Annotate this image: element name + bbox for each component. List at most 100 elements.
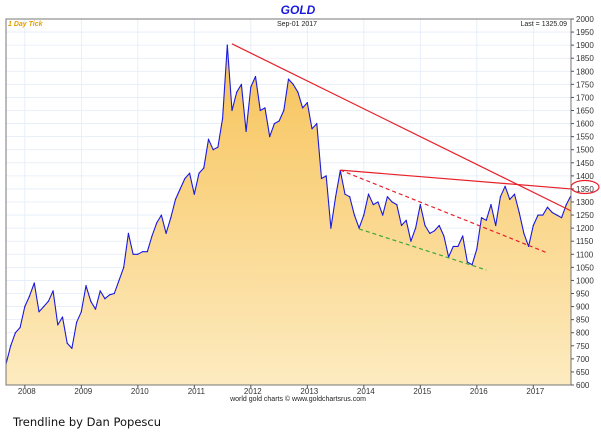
price-point: [556, 214, 558, 216]
price-point: [466, 261, 469, 263]
price-point: [495, 224, 497, 227]
caption: Trendline by Dan Popescu: [12, 415, 161, 429]
price-point: [269, 136, 271, 138]
price-point: [480, 217, 483, 219]
price-point: [476, 248, 478, 250]
price-point: [452, 245, 454, 248]
price-point: [61, 316, 64, 318]
x-tick-label: 2012: [244, 387, 262, 396]
y-tick-label: 1750: [576, 80, 594, 89]
y-tick-label: 1500: [576, 146, 594, 155]
price-point: [542, 214, 544, 216]
price-point: [372, 204, 374, 206]
price-point: [66, 342, 68, 344]
price-point: [198, 172, 200, 174]
price-point: [193, 193, 195, 195]
price-point: [99, 290, 101, 292]
price-point: [306, 102, 308, 104]
price-point: [132, 253, 134, 255]
price-point: [523, 232, 525, 234]
y-tick-label: 600: [576, 381, 590, 390]
price-point: [302, 107, 304, 109]
price-area: [6, 45, 571, 385]
price-point: [250, 86, 252, 88]
price-point: [10, 345, 12, 347]
price-point: [490, 204, 492, 206]
price-point: [151, 235, 153, 237]
y-tick-label: 700: [576, 355, 590, 364]
price-point: [334, 196, 337, 198]
price-point: [118, 279, 120, 282]
price-point: [518, 211, 520, 214]
price-point: [560, 217, 563, 219]
price-point: [108, 294, 111, 296]
price-point: [415, 227, 417, 229]
price-point: [226, 44, 228, 46]
x-tick-label: 2010: [131, 387, 149, 396]
x-tick-label: 2008: [18, 387, 36, 396]
price-point: [433, 230, 436, 232]
y-tick-label: 1700: [576, 93, 594, 102]
price-point: [320, 177, 323, 180]
price-point: [90, 300, 92, 302]
price-point: [85, 285, 87, 287]
y-tick-label: 1300: [576, 198, 594, 207]
y-tick-label: 1400: [576, 172, 594, 181]
price-point: [499, 196, 501, 198]
y-tick-label: 1450: [576, 159, 594, 168]
x-tick-label: 2013: [300, 387, 318, 396]
price-point: [160, 214, 162, 216]
price-point: [57, 324, 59, 326]
price-point: [546, 206, 549, 208]
dashed-trendline: [340, 169, 548, 254]
price-point: [330, 227, 332, 229]
price-point: [259, 109, 261, 112]
y-tick-label: 1650: [576, 107, 594, 116]
price-point: [217, 146, 219, 148]
x-tick-label: 2015: [413, 387, 431, 396]
price-point: [311, 128, 313, 130]
price-point: [76, 321, 78, 323]
price-point: [236, 91, 238, 93]
price-point: [28, 295, 31, 297]
price-point: [24, 305, 26, 308]
price-point: [165, 232, 167, 234]
x-axis: 2008 2009 2010 2011 2012 2013 2014 2015 2016 2017: [18, 385, 545, 396]
price-point: [504, 185, 506, 187]
price-point: [287, 78, 290, 80]
price-point: [245, 130, 247, 133]
price-point: [137, 253, 139, 255]
price-point: [123, 266, 125, 268]
price-point: [349, 196, 351, 198]
price-point: [400, 224, 403, 227]
price-point: [419, 204, 421, 206]
price-point: [47, 300, 49, 302]
price-point: [52, 290, 54, 292]
date-label: Sep-01 2017: [277, 21, 317, 28]
x-tick-label: 2016: [470, 387, 488, 396]
price-point: [292, 83, 294, 85]
dashed-trendline: [358, 228, 487, 271]
highlight-1350-circle: [570, 179, 600, 195]
price-point: [207, 138, 210, 140]
y-tick-label: 1000: [576, 276, 594, 285]
y-axis: 600 650 700 750 800 850 900 950 1000 1050 1100 1150…: [571, 15, 594, 390]
price-point: [283, 109, 285, 112]
price-point: [386, 196, 388, 198]
y-tick-label: 1050: [576, 263, 594, 272]
price-point: [43, 305, 45, 308]
y-tick-label: 1200: [576, 224, 594, 233]
price-point: [377, 201, 379, 203]
price-point: [71, 347, 73, 349]
price-point: [221, 117, 224, 119]
chart-title: GOLD: [281, 3, 316, 17]
y-tick-label: 1600: [576, 120, 594, 129]
y-tick-label: 1900: [576, 41, 594, 50]
price-point: [405, 219, 407, 221]
price-point: [382, 214, 384, 216]
price-point: [367, 193, 370, 195]
trendline: [340, 169, 571, 190]
price-point: [537, 214, 539, 216]
price-point: [104, 298, 106, 300]
